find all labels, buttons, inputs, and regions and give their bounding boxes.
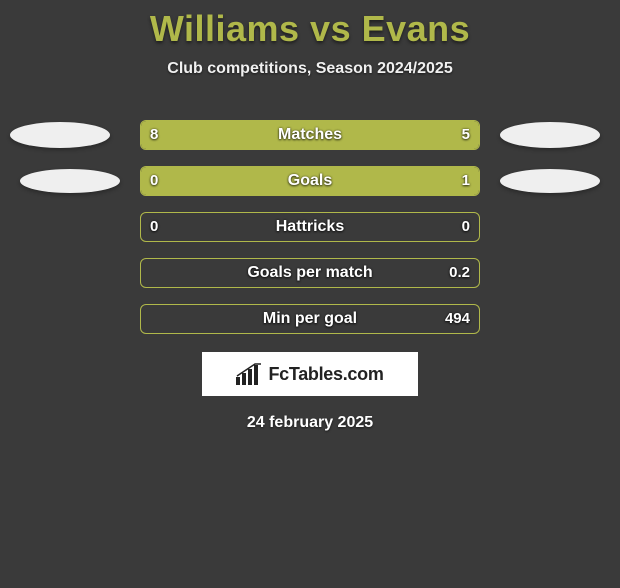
stat-label: Matches: [140, 120, 480, 150]
source-logo: FcTables.com: [202, 352, 418, 396]
deco-ellipse: [500, 169, 600, 193]
deco-ellipse: [20, 169, 120, 193]
stat-label: Goals per match: [140, 258, 480, 288]
subtitle: Club competitions, Season 2024/2025: [0, 60, 620, 78]
stat-label: Min per goal: [140, 304, 480, 334]
deco-ellipse: [10, 122, 110, 148]
stat-label: Hattricks: [140, 212, 480, 242]
date-label: 24 february 2025: [0, 414, 620, 432]
deco-ellipse: [500, 122, 600, 148]
stat-row: 494Min per goal: [0, 304, 620, 334]
page-title: Williams vs Evans: [0, 8, 620, 50]
stat-label: Goals: [140, 166, 480, 196]
stats-container: 85Matches 01Goals 00Hattricks 0.2Goals per …: [0, 120, 620, 334]
logo-text: FcTables.com: [268, 364, 383, 385]
stat-row: 01Goals: [0, 166, 620, 196]
stat-row: 85Matches: [0, 120, 620, 150]
stat-row: 0.2Goals per match: [0, 258, 620, 288]
bar-chart-icon: [236, 363, 262, 385]
stat-row: 00Hattricks: [0, 212, 620, 242]
